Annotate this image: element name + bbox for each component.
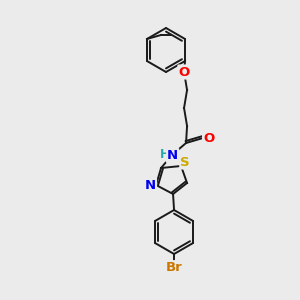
Text: N: N [167, 149, 178, 162]
Text: S: S [180, 155, 190, 169]
Text: O: O [178, 65, 190, 79]
Text: H: H [160, 148, 170, 160]
Text: N: N [145, 178, 156, 191]
Text: O: O [203, 131, 214, 145]
Text: Br: Br [166, 261, 182, 274]
